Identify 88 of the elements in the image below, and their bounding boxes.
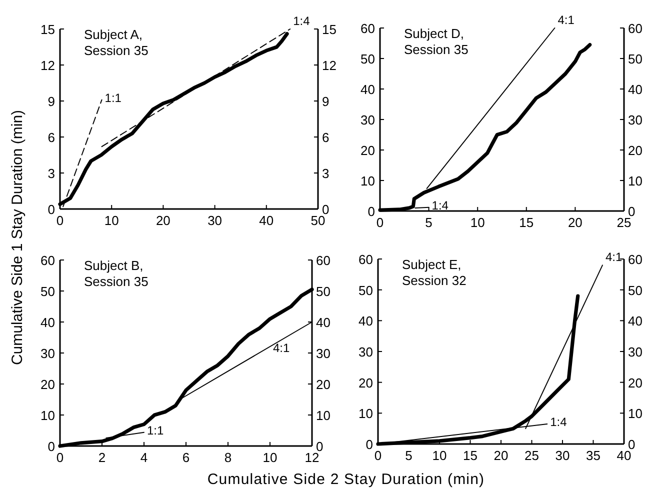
- x-tick-label: 5: [425, 215, 432, 230]
- x-tick-label: 35: [586, 448, 600, 463]
- y2-tick-label: 20: [628, 143, 642, 158]
- y2-tick-label: 40: [628, 314, 642, 329]
- y-tick-label: 30: [360, 112, 375, 128]
- y-tick-label: 60: [358, 252, 373, 267]
- y-tick-label: 50: [360, 52, 375, 66]
- y-tick-label: 0: [366, 437, 373, 452]
- y-tick-label: 0: [48, 202, 55, 217]
- x-tick-label: 15: [519, 215, 534, 230]
- x-tick-label: 8: [224, 450, 232, 465]
- text: Session 35: [84, 43, 148, 58]
- x-tick-label: 30: [555, 448, 570, 463]
- annotation: 1:1: [104, 90, 122, 105]
- chart-title: Subject E,: [402, 257, 462, 272]
- y-axis-title: Cumulative Side 1 Stay Duration (min): [9, 110, 26, 366]
- y2-tick-label: 9: [322, 94, 330, 109]
- annotation: 4:1: [558, 13, 575, 27]
- y-tick-label: 10: [358, 406, 373, 422]
- y2-tick-label: 60: [628, 252, 642, 267]
- y2-tick-label: 10: [316, 408, 330, 423]
- y2-tick-label: 50: [628, 282, 642, 298]
- x-tick-label: 25: [524, 448, 539, 463]
- x-tick-label: 10: [432, 448, 447, 463]
- y-tick-label: 50: [358, 282, 373, 298]
- annotation: 1:1: [147, 423, 164, 438]
- x-tick-label: 25: [616, 215, 632, 230]
- chart-title: Subject B,: [84, 258, 144, 273]
- y-tick-label: 15: [40, 22, 55, 37]
- y-tick-label: 9: [48, 94, 55, 109]
- y-tick-label: 10: [360, 174, 375, 188]
- x-tick-label: 40: [259, 213, 274, 228]
- y2-tick-label: 30: [316, 346, 330, 361]
- y-tick-label: 10: [40, 408, 55, 423]
- x-tick-label: 20: [568, 215, 582, 230]
- x-tick-label: 15: [463, 448, 478, 463]
- x-tick-label: 12: [304, 450, 320, 465]
- annotation: 4:1: [605, 250, 622, 264]
- x-tick-label: 10: [104, 213, 119, 228]
- x-tick-label: 30: [208, 213, 222, 228]
- y-tick-label: 60: [40, 253, 55, 268]
- chart-title: Subject A,: [84, 27, 143, 42]
- annotation: 1:4: [293, 14, 310, 28]
- y2-tick-label: 50: [316, 284, 330, 299]
- chart-title: Subject D,: [404, 26, 464, 41]
- y-tick-label: 6: [48, 130, 55, 145]
- y-tick-label: 20: [360, 143, 375, 158]
- y2-tick-label: 30: [628, 344, 642, 360]
- y-tick-label: 50: [40, 284, 55, 299]
- y2-tick-label: 60: [316, 253, 330, 268]
- x-tick-label: 20: [494, 448, 508, 463]
- x-tick-label: 5: [405, 448, 412, 463]
- y2-tick-label: 12: [322, 58, 336, 73]
- y2-tick-label: 15: [322, 22, 336, 37]
- y2-tick-label: 10: [628, 406, 642, 422]
- x-tick-label: 2: [98, 450, 106, 465]
- y2-tick-label: 30: [628, 112, 642, 128]
- text: Session 32: [402, 273, 466, 288]
- y-tick-label: 20: [358, 375, 373, 390]
- y2-tick-label: 40: [316, 315, 330, 330]
- x-tick-label: 4: [140, 450, 148, 465]
- x-tick-label: 10: [470, 215, 485, 230]
- y-tick-label: 20: [40, 377, 55, 392]
- annotation: 1:4: [432, 198, 449, 212]
- y-tick-label: 12: [40, 58, 55, 73]
- y-tick-label: 3: [48, 166, 55, 181]
- y-tick-label: 40: [40, 315, 55, 330]
- y2-tick-label: 50: [628, 52, 642, 66]
- y2-tick-label: 6: [322, 130, 330, 145]
- x-tick-label: 10: [262, 450, 278, 465]
- y2-tick-label: 20: [628, 375, 642, 390]
- y2-tick-label: 40: [628, 82, 642, 97]
- x-tick-label: 20: [156, 213, 170, 228]
- y2-tick-label: 3: [322, 166, 330, 181]
- x-tick-label: 6: [182, 450, 190, 465]
- y2-tick-label: 10: [628, 174, 642, 188]
- y-tick-label: 30: [40, 346, 55, 361]
- annotation: 4:1: [273, 340, 290, 355]
- text: Session 35: [84, 274, 148, 289]
- y-tick-label: 30: [358, 344, 373, 360]
- y2-tick-label: 20: [316, 377, 330, 392]
- y-tick-label: 40: [358, 314, 373, 329]
- text: Session 35: [404, 42, 468, 57]
- annotation: 1:4: [550, 414, 568, 429]
- y-tick-label: 40: [360, 82, 375, 97]
- y2-tick-label: 60: [628, 21, 642, 36]
- x-axis-title: Cumulative Side 2 Stay Duration (min): [207, 471, 485, 488]
- y-tick-label: 60: [360, 21, 375, 36]
